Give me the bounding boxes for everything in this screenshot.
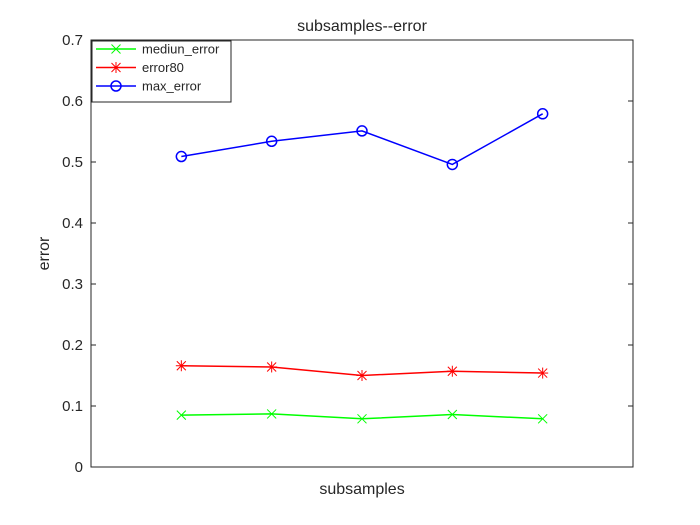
data-point [356,370,368,381]
legend-marker [110,62,122,73]
legend-box [91,40,232,103]
data-point [447,409,458,420]
data-point [446,365,458,377]
data-point [175,360,187,372]
legend[interactable]: mediun_error error80 max_error [91,40,232,103]
plot-area [90,39,634,468]
data-point [357,413,367,424]
series-error80 [175,360,549,381]
series-mediun_error [176,409,548,424]
data-point [356,125,368,137]
legend-item[interactable]: max_error [96,79,202,94]
legend-label: max_error [142,79,202,94]
chart-title: subsamples--error [297,18,427,35]
series-line [181,113,544,166]
legend-item[interactable]: error80 [96,60,184,75]
data-point [265,135,278,148]
y-tick-label: 0 [75,459,83,476]
y-tick-label: 0.7 [62,32,83,49]
data-point [446,158,459,171]
y-tick-label: 0.1 [62,398,83,415]
data-point [266,409,277,419]
series-max_error [175,108,549,171]
y-tick-label: 0.4 [62,215,83,232]
legend-label: error80 [142,60,184,75]
legend-marker [110,80,122,92]
x-axis-label: subsamples [319,481,404,498]
y-tick-label: 0.3 [62,276,83,293]
data-point [175,150,188,163]
legend-label: mediun_error [142,42,220,57]
legend-marker [111,44,121,54]
y-axis-label: error [36,236,53,270]
legend-item[interactable]: mediun_error [96,42,220,57]
y-tick-label: 0.5 [62,154,83,171]
data-point [537,413,548,424]
data-point [536,108,549,120]
y-axis: 0 0.1 0.2 0.3 0.4 0.5 0.6 0.7 [62,32,633,476]
series-layer [175,108,549,424]
y-tick-label: 0.2 [62,337,83,354]
data-point [266,361,278,373]
data-point [537,367,549,379]
y-tick-label: 0.6 [62,93,83,110]
data-point [176,410,187,421]
